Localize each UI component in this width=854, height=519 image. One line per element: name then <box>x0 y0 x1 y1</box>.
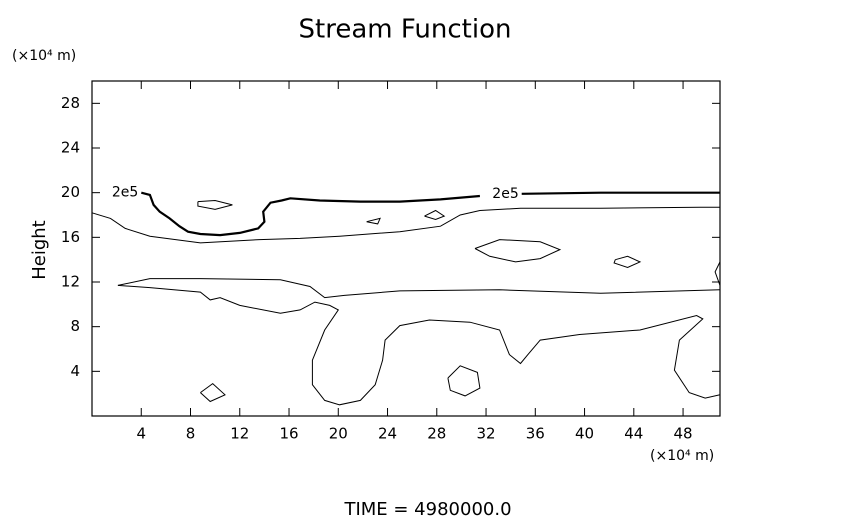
x-tick-label: 24 <box>378 425 397 443</box>
x-unit: (×10⁴ m) <box>650 448 714 464</box>
x-tick-label: 44 <box>624 425 643 443</box>
contour-line <box>117 278 721 299</box>
contour-line <box>447 365 481 397</box>
x-tick-label: 40 <box>575 425 594 443</box>
contour-line <box>714 261 721 286</box>
y-tick-label: 12 <box>61 273 80 291</box>
contour-line <box>117 284 721 406</box>
chart-title: Stream Function <box>299 15 512 45</box>
x-tick-label: 12 <box>230 425 249 443</box>
x-tick-label: 48 <box>674 425 693 443</box>
y-tick-label: 8 <box>70 317 80 335</box>
y-unit: (×10⁴ m) <box>12 48 76 64</box>
contour-line <box>200 382 226 403</box>
y-tick-label: 4 <box>70 362 80 380</box>
y-tick-label: 24 <box>61 139 80 157</box>
x-tick-label: 16 <box>279 425 298 443</box>
x-tick-label: 32 <box>476 425 495 443</box>
contour-line <box>141 191 720 237</box>
footer: TIME = 4980000.0 <box>343 499 511 519</box>
x-tick-label: 36 <box>526 425 545 443</box>
y-tick-label: 20 <box>61 183 80 201</box>
y-tick-label: 28 <box>61 94 80 112</box>
x-tick-label: 8 <box>186 425 196 443</box>
contour-line <box>424 209 446 221</box>
y-tick-label: 16 <box>61 228 80 246</box>
contour-line <box>197 199 233 210</box>
contour-label: 2e5 <box>112 185 138 201</box>
x-tick-label: 20 <box>329 425 348 443</box>
contour-line <box>613 255 642 269</box>
contour-line <box>366 217 381 225</box>
plot-frame <box>91 80 721 417</box>
x-tick-label: 4 <box>136 425 146 443</box>
contour-label: 2e5 <box>492 186 518 202</box>
y-axis-label: Height <box>29 220 50 280</box>
contour-line <box>474 239 562 263</box>
contour-line <box>91 206 720 244</box>
x-tick-label: 28 <box>427 425 446 443</box>
